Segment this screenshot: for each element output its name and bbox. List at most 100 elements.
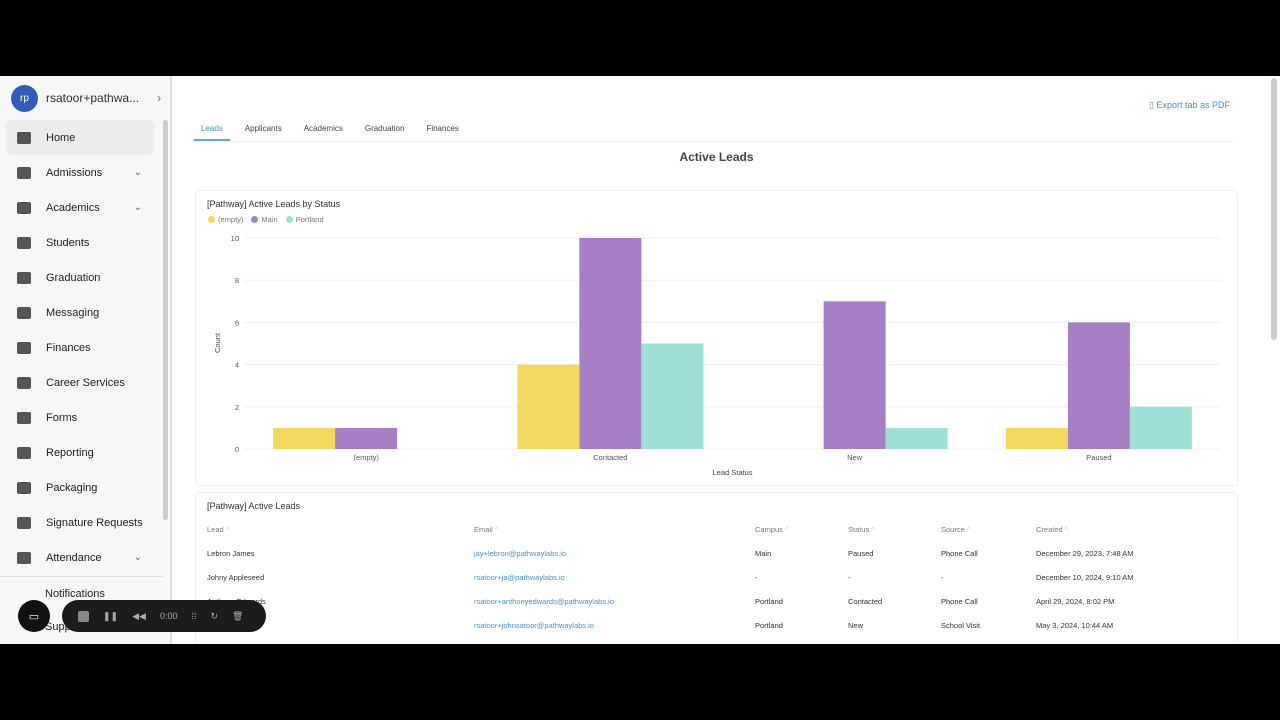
table-cell: April 29, 2024, 8:02 PM: [1036, 596, 1115, 606]
pause-button[interactable]: ❚❚: [103, 610, 119, 621]
sidebar-item-reporting[interactable]: Reporting: [6, 435, 154, 470]
table-cell: Phone Call: [941, 548, 978, 558]
career-services-icon: [17, 376, 31, 389]
sidebar-item-career-services[interactable]: Career Services: [6, 365, 154, 400]
email-link[interactable]: rsatoor+ja@pathwaylabs.io: [474, 572, 565, 582]
table-cell: -: [848, 572, 851, 582]
packaging-icon: [17, 481, 31, 494]
column-header[interactable]: Source ^: [941, 517, 1036, 541]
legend-label: (empty): [218, 215, 244, 224]
bar-portland-paused: [1129, 406, 1192, 449]
legend-label: Main: [261, 215, 278, 224]
column-header[interactable]: Status ^: [848, 517, 941, 541]
legend-item[interactable]: Portland: [285, 215, 324, 224]
sidebar-item-home[interactable]: Home: [6, 120, 154, 155]
camera-icon[interactable]: ▭: [18, 600, 50, 632]
sidebar-item-label: Admissions: [46, 166, 103, 179]
sidebar-item-label: Students: [46, 236, 90, 249]
x-tick-label: Paused: [1086, 453, 1111, 462]
bar-portland-new: [885, 427, 948, 449]
sidebar-item-signature-requests[interactable]: Signature Requests: [6, 505, 154, 540]
table-row[interactable]: Anthony Edwardsrsatoor+anthonyedwards@pa…: [207, 589, 1156, 613]
admissions-icon: [17, 166, 31, 179]
sidebar-scrollbar[interactable]: [163, 120, 168, 520]
table-cell: Portland: [755, 620, 783, 630]
stop-button[interactable]: [78, 610, 89, 622]
table-row[interactable]: Johny Appleseed rsatoor+ja@pathwaylabs.io…: [207, 565, 1156, 589]
bar-main-empty: [335, 427, 398, 449]
forms-icon: [17, 411, 31, 424]
legend-item[interactable]: Main: [251, 215, 278, 224]
sidebar-item-admissions[interactable]: Admissions ⌄: [6, 155, 154, 190]
home-icon: [17, 131, 31, 144]
table-cell: Contacted: [848, 596, 883, 606]
x-tick-label: Contacted: [593, 453, 627, 462]
bar-empty-paused: [1005, 427, 1068, 449]
sidebar-item-attendance[interactable]: Attendance ⌄: [6, 540, 154, 575]
export-label: Export tab as PDF: [1156, 100, 1230, 110]
sidebar-item-graduation[interactable]: Graduation: [6, 260, 154, 295]
email-link[interactable]: jay+lebron@pathwaylabs.io: [474, 548, 567, 558]
email-link[interactable]: rsatoor+anthonyedwards@pathwaylabs.io: [474, 596, 614, 606]
sidebar-item-finances[interactable]: Finances: [6, 330, 154, 365]
column-header[interactable]: Lead ^: [207, 517, 474, 541]
sort-icon: ^: [966, 524, 971, 534]
user-name: rsatoor+pathwa...: [46, 91, 140, 105]
legend-item[interactable]: (empty): [208, 215, 243, 224]
chevron-down-icon: ⌄: [133, 202, 142, 213]
column-header[interactable]: Created ^: [1036, 517, 1156, 541]
bar-main-contacted: [579, 238, 642, 449]
x-axis-label: Lead Status: [712, 468, 752, 477]
students-icon: [17, 236, 31, 249]
leads-table: Lead ^ Email ^ Campus ^ Status ^ Source ^ Cre…: [207, 517, 1156, 637]
table-row[interactable]: Lebron James jay+lebron@pathwaylabs.io Mai…: [207, 541, 1156, 565]
table-card: [Pathway] Active Leads Lead ^ Email ^ Camp…: [195, 492, 1238, 644]
finances-icon: [17, 341, 31, 354]
trash-icon[interactable]: 🗑: [232, 610, 244, 621]
grid-icon[interactable]: ⁞⁞: [191, 611, 197, 621]
sidebar-item-messaging[interactable]: Messaging: [6, 295, 154, 330]
sidebar-item-label: Messaging: [46, 306, 100, 319]
email-link[interactable]: rsatoor+johnsatoor@pathwaylabs.io: [474, 620, 594, 630]
rewind-button[interactable]: ◀◀: [132, 610, 146, 621]
sidebar-item-label: Finances: [46, 341, 91, 354]
app-window: rp rsatoor+pathwa... › Home Admissions ⌄ Ac…: [0, 76, 1280, 644]
x-tick-label: (empty): [353, 453, 379, 462]
nav-notifications[interactable]: Notifications: [45, 588, 105, 600]
tab-applicants[interactable]: Applicants: [244, 124, 282, 133]
sidebar-item-label: Attendance: [46, 551, 102, 564]
chevron-down-icon: ⌄: [133, 167, 142, 178]
column-label: Created: [1036, 524, 1063, 534]
restart-icon[interactable]: ↻: [210, 610, 219, 621]
chart-card: [Pathway] Active Leads by Status (empty)…: [195, 190, 1238, 486]
sidebar-item-label: Career Services: [46, 376, 125, 389]
column-header[interactable]: Email ^: [474, 517, 755, 541]
recorder-toolbar: ▭ ❚❚ ◀◀ 0:00 ⁞⁞ ↻ 🗑: [18, 600, 266, 632]
tab-leads[interactable]: Leads: [194, 122, 230, 141]
table-cell: Johny Appleseed: [207, 572, 265, 582]
table-cell: May 3, 2024, 10:44 AM: [1036, 620, 1114, 630]
tab-graduation[interactable]: Graduation: [364, 124, 405, 133]
graduation-icon: [17, 271, 31, 284]
user-menu[interactable]: rp rsatoor+pathwa... ›: [0, 76, 170, 120]
table-row[interactable]: rsatoor+johnsatoor@pathwaylabs.io Portlan…: [207, 613, 1156, 637]
column-label: Lead: [207, 524, 224, 534]
main-content: ▯ Export tab as PDF Leads Applicants Aca…: [174, 76, 1280, 644]
signature-requests-icon: [17, 516, 31, 529]
sidebar-item-packaging[interactable]: Packaging: [6, 470, 154, 505]
messaging-icon: [17, 306, 31, 319]
main-scrollbar[interactable]: [1271, 78, 1277, 340]
tab-finances[interactable]: Finances: [426, 124, 459, 133]
y-tick-label: 8: [235, 276, 239, 285]
bar-main-new: [823, 301, 886, 449]
y-tick-label: 0: [235, 445, 239, 454]
sidebar-item-forms[interactable]: Forms: [6, 400, 154, 435]
export-pdf-button[interactable]: ▯ Export tab as PDF: [1149, 100, 1230, 110]
sidebar-item-label: Signature Requests: [46, 516, 143, 529]
table-cell: December 10, 2024, 9:10 AM: [1036, 572, 1134, 582]
sidebar-item-students[interactable]: Students: [6, 225, 154, 260]
sidebar-item-academics[interactable]: Academics ⌄: [6, 190, 154, 225]
chevron-down-icon: ⌄: [133, 552, 142, 563]
column-header[interactable]: Campus ^: [755, 517, 848, 541]
tab-academics[interactable]: Academics: [303, 124, 343, 133]
